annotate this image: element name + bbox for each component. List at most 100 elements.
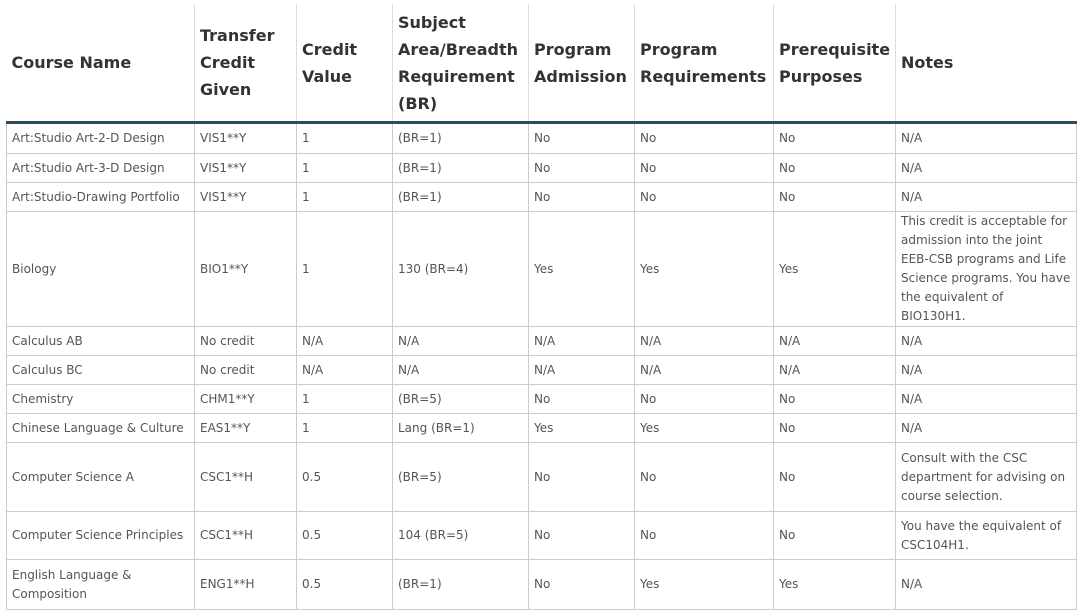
table-cell: No (773, 442, 896, 512)
table-cell: N/A (296, 355, 393, 385)
table-cell: No (773, 153, 896, 183)
table-cell: No (634, 511, 774, 560)
table-cell: Yes (773, 559, 896, 610)
table-cell: 1 (296, 211, 393, 327)
table-cell: Art:Studio-Drawing Portfolio (6, 182, 195, 212)
table-cell: N/A (773, 326, 896, 356)
table-cell: Art:Studio Art-3-D Design (6, 153, 195, 183)
table-cell: VIS1**Y (194, 153, 297, 183)
table-cell: Computer Science Principles (6, 511, 195, 560)
table-cell: No (773, 413, 896, 443)
table-cell: N/A (773, 355, 896, 385)
table-row: Chemistry CHM1**Y 1 (BR=5) No No No N/A (6, 384, 1077, 414)
table-cell: No (773, 122, 896, 154)
column-header: Transfer Credit Given (194, 4, 297, 124)
table-cell: 1 (296, 384, 393, 414)
column-header: Course Name (6, 4, 195, 124)
table-cell: BIO1**Y (194, 211, 297, 327)
table-cell: No (773, 384, 896, 414)
table-cell: N/A (392, 326, 529, 356)
table-body: Art:Studio Art-2-D Design VIS1**Y 1 (BR=1) N… (6, 122, 1077, 610)
table-row: Computer Science Principles CSC1**H 0.5 104… (6, 511, 1077, 560)
table-row: Calculus AB No credit N/A N/A N/A N/A N/A N/A (6, 326, 1077, 356)
table-cell: No credit (194, 326, 297, 356)
table-cell: No (528, 182, 635, 212)
table-cell: N/A (895, 559, 1077, 610)
table-cell: (BR=1) (392, 559, 529, 610)
table-cell: 1 (296, 153, 393, 183)
table-cell: No (634, 442, 774, 512)
table-cell: N/A (634, 355, 774, 385)
table-cell: (BR=1) (392, 122, 529, 154)
table-cell: No (528, 384, 635, 414)
table-cell: N/A (634, 326, 774, 356)
table-cell: No (528, 153, 635, 183)
table-cell: No (773, 511, 896, 560)
table-cell: Art:Studio Art-2-D Design (6, 122, 195, 154)
table-cell: (BR=1) (392, 153, 529, 183)
table-cell: ENG1**H (194, 559, 297, 610)
header-row: Course Name Transfer Credit Given Credit V… (6, 4, 1077, 124)
table-cell: No (634, 182, 774, 212)
table-row: Art:Studio Art-2-D Design VIS1**Y 1 (BR=1) N… (6, 122, 1077, 154)
table-cell: Yes (528, 211, 635, 327)
table-cell: No (528, 442, 635, 512)
table-cell: Computer Science A (6, 442, 195, 512)
table-row: Chinese Language & Culture EAS1**Y 1 Lang (… (6, 413, 1077, 443)
column-header: Subject Area/Breadth Requirement (BR) (392, 4, 529, 124)
table-cell: No (634, 384, 774, 414)
table-cell: N/A (895, 153, 1077, 183)
column-header: Program Requirements (634, 4, 774, 124)
column-header: Program Admission (528, 4, 635, 124)
column-header: Credit Value (296, 4, 393, 124)
table-header: Course Name Transfer Credit Given Credit V… (6, 4, 1077, 124)
table-cell: Yes (773, 211, 896, 327)
table-cell: English Language & Composition (6, 559, 195, 610)
table-cell: N/A (528, 355, 635, 385)
table-row: Art:Studio Art-3-D Design VIS1**Y 1 (BR=1) N… (6, 153, 1077, 183)
table-cell: VIS1**Y (194, 122, 297, 154)
table-cell: No (528, 122, 635, 154)
table-row: Computer Science A CSC1**H 0.5 (BR=5) No No No… (6, 442, 1077, 512)
table-cell: 130 (BR=4) (392, 211, 529, 327)
table-cell: Biology (6, 211, 195, 327)
table-cell: 1 (296, 122, 393, 154)
table-cell: No credit (194, 355, 297, 385)
table-cell: N/A (895, 384, 1077, 414)
table-cell: No (773, 182, 896, 212)
table-cell: EAS1**Y (194, 413, 297, 443)
table-cell: CSC1**H (194, 511, 297, 560)
table-cell: (BR=5) (392, 384, 529, 414)
table-cell: N/A (895, 182, 1077, 212)
table-row: Calculus BC No credit N/A N/A N/A N/A N/A N/A (6, 355, 1077, 385)
table-cell: Lang (BR=1) (392, 413, 529, 443)
table-cell: You have the equivalent of CSC104H1. (895, 511, 1077, 560)
table-cell: N/A (895, 122, 1077, 154)
table-cell: No (634, 153, 774, 183)
table-cell: 0.5 (296, 559, 393, 610)
table-cell: CSC1**H (194, 442, 297, 512)
table-cell: No (528, 511, 635, 560)
table-cell: N/A (392, 355, 529, 385)
table-row: Art:Studio-Drawing Portfolio VIS1**Y 1 (BR=… (6, 182, 1077, 212)
table-cell: Yes (634, 559, 774, 610)
table-cell: CHM1**Y (194, 384, 297, 414)
column-header: Notes (895, 4, 1077, 124)
table-cell: No (634, 122, 774, 154)
table-cell: This credit is acceptable for admission … (895, 211, 1077, 327)
table-row: Biology BIO1**Y 1 130 (BR=4) Yes Yes Yes This c… (6, 211, 1077, 327)
table-row: English Language & Composition ENG1**H 0.5… (6, 559, 1077, 610)
table-cell: Chemistry (6, 384, 195, 414)
table-cell: (BR=1) (392, 182, 529, 212)
table-cell: 104 (BR=5) (392, 511, 529, 560)
table-cell: Calculus AB (6, 326, 195, 356)
table-cell: VIS1**Y (194, 182, 297, 212)
table-cell: N/A (528, 326, 635, 356)
table-cell: N/A (895, 355, 1077, 385)
table-cell: N/A (895, 413, 1077, 443)
column-header: Prerequisite Purposes (773, 4, 896, 124)
table-cell: No (528, 559, 635, 610)
table-cell: Yes (634, 413, 774, 443)
table-cell: (BR=5) (392, 442, 529, 512)
